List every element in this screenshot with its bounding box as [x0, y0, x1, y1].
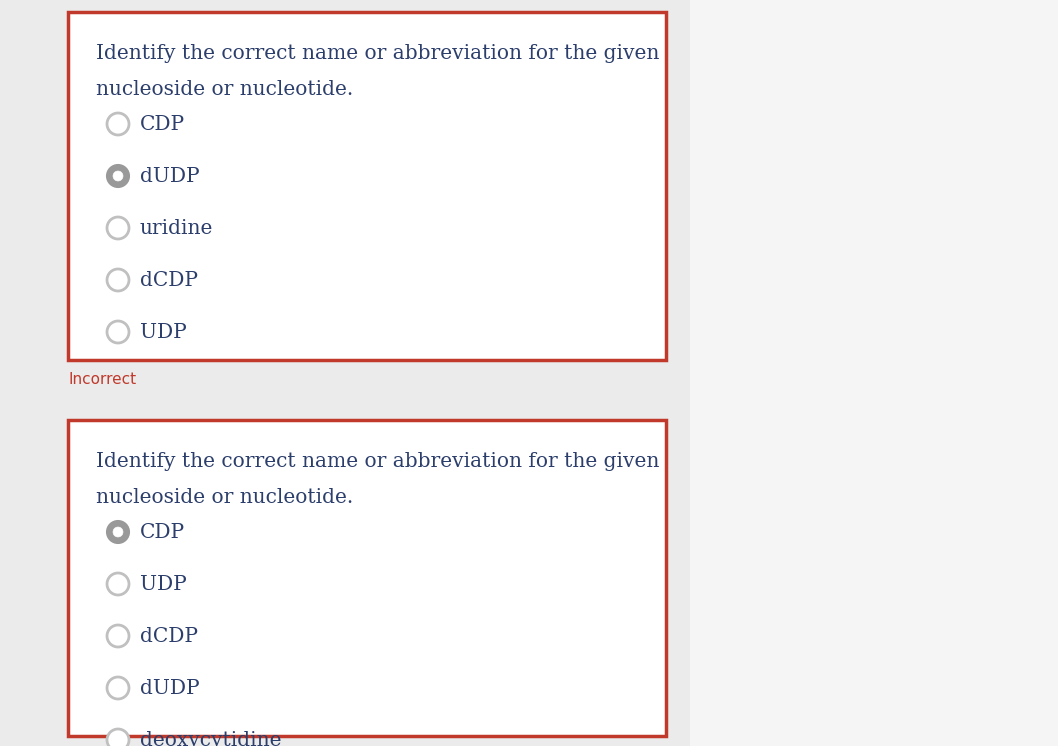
Text: uridine: uridine	[140, 219, 214, 237]
Text: deoxycytidine: deoxycytidine	[140, 730, 281, 746]
Circle shape	[107, 521, 129, 543]
Text: Identify the correct name or abbreviation for the given: Identify the correct name or abbreviatio…	[96, 44, 659, 63]
Text: Identify the correct name or abbreviation for the given: Identify the correct name or abbreviatio…	[96, 452, 659, 471]
Circle shape	[113, 527, 123, 537]
Circle shape	[107, 269, 129, 291]
Text: dUDP: dUDP	[140, 679, 200, 698]
Circle shape	[113, 171, 123, 181]
Text: CDP: CDP	[140, 114, 185, 134]
Text: Incorrect: Incorrect	[68, 372, 136, 387]
Circle shape	[107, 217, 129, 239]
FancyBboxPatch shape	[690, 0, 1058, 746]
Circle shape	[107, 113, 129, 135]
Text: dCDP: dCDP	[140, 627, 198, 645]
Circle shape	[107, 165, 129, 187]
Circle shape	[107, 321, 129, 343]
FancyBboxPatch shape	[68, 420, 665, 736]
Text: dCDP: dCDP	[140, 271, 198, 289]
Text: dUDP: dUDP	[140, 166, 200, 186]
Circle shape	[107, 573, 129, 595]
FancyBboxPatch shape	[68, 12, 665, 360]
Text: UDP: UDP	[140, 574, 187, 594]
Text: CDP: CDP	[140, 522, 185, 542]
Text: nucleoside or nucleotide.: nucleoside or nucleotide.	[96, 80, 353, 99]
Circle shape	[107, 625, 129, 647]
Text: UDP: UDP	[140, 322, 187, 342]
Circle shape	[107, 677, 129, 699]
Text: nucleoside or nucleotide.: nucleoside or nucleotide.	[96, 488, 353, 507]
Circle shape	[107, 729, 129, 746]
